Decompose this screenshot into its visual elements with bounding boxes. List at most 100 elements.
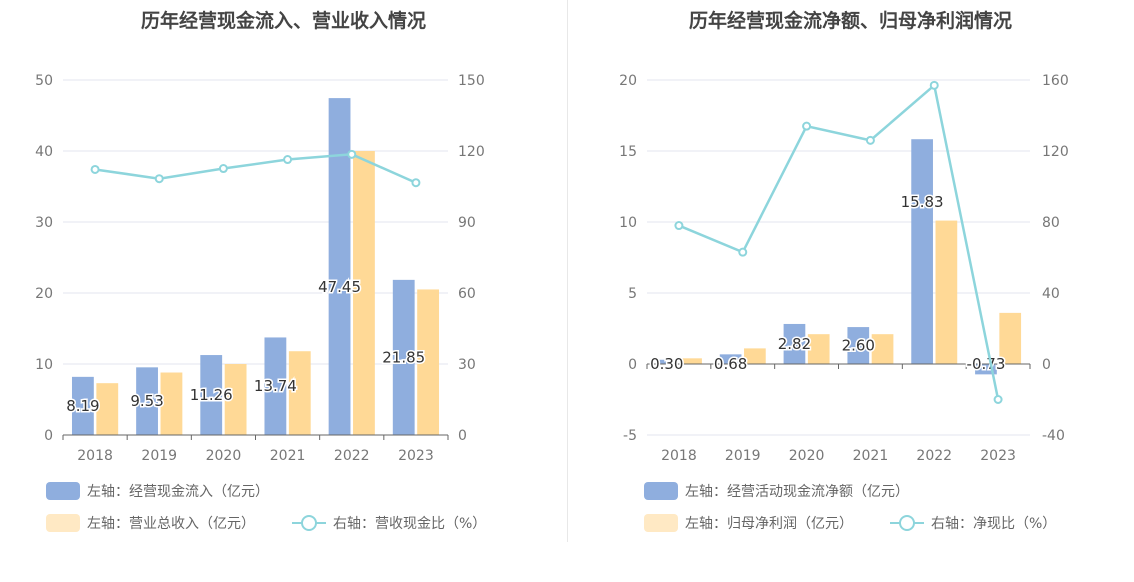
x-tick-label: 2022 — [334, 448, 370, 464]
x-tick-label: 2020 — [206, 448, 242, 464]
line-point — [347, 149, 357, 159]
bar-series-1 — [136, 367, 158, 435]
y-right-tick-label: 120 — [1042, 144, 1069, 160]
x-tick-label: 2019 — [141, 448, 177, 464]
legend-label: 右轴：净现比（%） — [931, 516, 1057, 532]
bar-series-1 — [783, 323, 806, 364]
legend-swatch-blue — [644, 482, 678, 500]
bar-series-1 — [328, 98, 351, 435]
legend-item-net-cash[interactable]: 左轴：经营活动现金流净额（亿元） — [644, 481, 909, 501]
bar-series-1 — [200, 355, 223, 435]
data-label: 9.53 — [130, 392, 163, 410]
x-tick-label: 2023 — [398, 448, 434, 464]
bar-series-2 — [744, 348, 766, 364]
line-point — [154, 174, 164, 184]
line-point — [674, 221, 684, 231]
data-label: 13.74 — [254, 377, 297, 395]
legend-item-ratio[interactable]: 右轴：营收现金比（%） — [292, 513, 486, 533]
legend-swatch-blue — [46, 482, 80, 500]
legend-line-icon — [292, 514, 326, 532]
panel-divider — [567, 0, 568, 542]
data-label: 8.19 — [66, 397, 99, 415]
y-left-tick-label: 15 — [619, 144, 637, 160]
bar-series-1 — [719, 354, 742, 364]
line-point — [218, 164, 228, 174]
line-point — [738, 247, 748, 257]
x-tick-label: 2021 — [270, 448, 306, 464]
data-label: 2.82 — [778, 335, 811, 353]
legend-item-cash-inflow[interactable]: 左轴：经营现金流入（亿元） — [46, 481, 269, 501]
y-right-tick-label: 160 — [1042, 73, 1069, 89]
data-label: -0.73 — [967, 355, 1006, 373]
x-tick-label: 2020 — [789, 448, 825, 464]
data-label: 15.83 — [901, 193, 944, 211]
line-point — [90, 164, 100, 174]
bar-series-2 — [935, 220, 958, 364]
chart-cash-inflow-revenue: 0 0 10 30 20 60 30 90 40 120 50 150 2018 2019 2020 2021… — [35, 73, 485, 464]
line-series-ratio — [94, 153, 417, 184]
legend-swatch-yellow — [644, 514, 678, 532]
y-right-tick-label: 0 — [458, 428, 467, 444]
y-left-tick-label: 0 — [628, 357, 637, 373]
bar-series-2 — [871, 334, 894, 364]
legend-item-net-profit[interactable]: 左轴：归母净利润（亿元） — [644, 513, 853, 533]
chart-title: 历年经营现金流入、营业收入情况 — [140, 10, 426, 32]
y-right-tick-label: -40 — [1042, 428, 1065, 444]
x-tick-label: 2019 — [725, 448, 761, 464]
y-left-tick-label: 10 — [35, 357, 53, 373]
data-label: 21.85 — [382, 348, 425, 366]
bar-series-2 — [288, 351, 311, 435]
bar-series-2 — [160, 372, 183, 435]
bar-series-1 — [71, 376, 94, 435]
y-right-tick-label: 30 — [458, 357, 476, 373]
legend-label: 右轴：营收现金比（%） — [333, 516, 487, 532]
bar-series-2 — [417, 289, 440, 435]
line-point — [802, 121, 812, 131]
x-tick-label: 2021 — [853, 448, 889, 464]
bar-series-1 — [847, 327, 870, 364]
y-right-tick-label: 0 — [1042, 357, 1051, 373]
y-left-tick-label: -5 — [623, 428, 637, 444]
y-right-tick-label: 150 — [458, 73, 485, 89]
legend-swatch-yellow — [46, 514, 80, 532]
legend-label: 左轴：经营活动现金流净额（亿元） — [685, 484, 909, 500]
y-right-tick-label: 40 — [1042, 286, 1060, 302]
legend-label: 左轴：营业总收入（亿元） — [87, 516, 255, 532]
bar-series-1 — [392, 279, 415, 435]
x-tick-label: 2023 — [980, 448, 1016, 464]
y-left-tick-label: 50 — [35, 73, 53, 89]
line-point — [929, 80, 939, 90]
y-right-tick-label: 120 — [458, 144, 485, 160]
line-series-ratio — [678, 82, 1000, 400]
legend-item-ratio[interactable]: 右轴：净现比（%） — [890, 513, 1056, 533]
y-left-tick-label: 20 — [35, 286, 53, 302]
line-point — [865, 135, 875, 145]
chart-panel-net-cash: 历年经营现金流净额、归母净利润情况 -5 -40 0 0 5 40 10 80 15 120 20 1… — [567, 0, 1134, 582]
chart-net-cash-profit: -5 -40 0 0 5 40 10 80 15 120 20 160 2018 2019 2020 2021… — [619, 73, 1069, 464]
chart-panel-cash-inflow: 历年经营现金流入、营业收入情况 0 0 10 30 20 60 30 90 40 120 50 150… — [35, 10, 486, 533]
y-right-tick-label: 60 — [458, 286, 476, 302]
legend-label: 左轴：归母净利润（亿元） — [685, 516, 853, 532]
bar-series-2 — [224, 364, 247, 435]
data-label: 2.60 — [842, 337, 875, 355]
y-left-tick-label: 30 — [35, 215, 53, 231]
bar-series-1 — [975, 364, 997, 375]
line-point — [283, 155, 293, 165]
bar-series-2 — [999, 312, 1022, 364]
y-left-tick-label: 5 — [628, 286, 637, 302]
bar-series-2 — [680, 358, 702, 364]
bar-series-2 — [807, 334, 830, 364]
bar-series-1 — [655, 359, 678, 364]
y-right-tick-label: 90 — [458, 215, 476, 231]
y-right-tick-label: 80 — [1042, 215, 1060, 231]
bar-series-2 — [96, 383, 119, 435]
bar-series-1 — [911, 139, 933, 364]
bar-series-2 — [353, 151, 375, 435]
x-tick-label: 2018 — [661, 448, 697, 464]
legend-line-icon — [890, 514, 924, 532]
data-label: 11.26 — [190, 386, 233, 404]
legend-item-revenue[interactable]: 左轴：营业总收入（亿元） — [46, 513, 255, 533]
data-label: 0.30 — [650, 355, 683, 373]
legend-label: 左轴：经营现金流入（亿元） — [87, 484, 269, 500]
data-label: 0.68 — [714, 355, 747, 373]
